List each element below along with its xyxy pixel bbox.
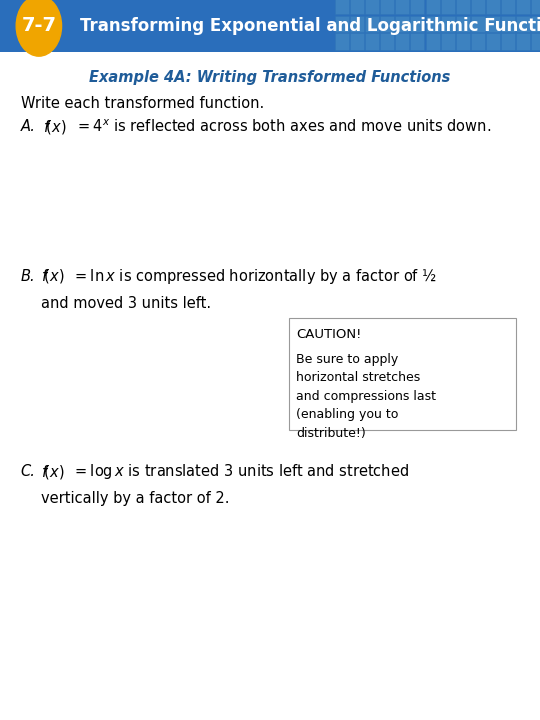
Bar — [380, 0, 394, 14]
Text: Write each transformed function.: Write each transformed function. — [21, 96, 264, 111]
Text: vertically by a factor of 2.: vertically by a factor of 2. — [41, 492, 229, 506]
Bar — [441, 33, 455, 50]
Text: $f\!\left(x\right)$: $f\!\left(x\right)$ — [41, 463, 65, 481]
Bar — [516, 0, 530, 14]
Bar — [365, 0, 379, 14]
Bar — [350, 16, 364, 32]
Text: $= \log x$ is translated 3 units left and stretched: $= \log x$ is translated 3 units left an… — [72, 462, 409, 481]
Bar — [486, 33, 500, 50]
Text: 7-7: 7-7 — [22, 17, 56, 35]
Bar — [516, 33, 530, 50]
Bar — [335, 33, 349, 50]
Text: Example 4A: Writing Transformed Functions: Example 4A: Writing Transformed Function… — [89, 70, 451, 84]
Bar — [441, 16, 455, 32]
Bar — [456, 16, 470, 32]
Text: C.: C. — [21, 464, 36, 479]
Circle shape — [16, 0, 62, 56]
Bar — [365, 33, 379, 50]
Bar — [486, 16, 500, 32]
Bar — [289, 318, 516, 430]
Text: Transforming Exponential and Logarithmic Functions: Transforming Exponential and Logarithmic… — [80, 17, 540, 35]
Text: $f\!\left(x\right)$: $f\!\left(x\right)$ — [41, 268, 65, 285]
Bar — [516, 16, 530, 32]
Bar — [410, 16, 424, 32]
Bar — [441, 0, 455, 14]
Bar — [531, 33, 540, 50]
Bar — [410, 0, 424, 14]
Text: B.: B. — [21, 269, 35, 284]
Bar — [335, 0, 349, 14]
Bar — [350, 0, 364, 14]
Bar — [456, 33, 470, 50]
Bar — [501, 0, 515, 14]
Text: A.: A. — [21, 120, 36, 134]
Bar — [426, 0, 440, 14]
Bar — [531, 0, 540, 14]
Bar — [486, 0, 500, 14]
Bar — [471, 0, 485, 14]
Bar — [531, 16, 540, 32]
Text: CAUTION!: CAUTION! — [296, 328, 362, 341]
Bar — [426, 16, 440, 32]
Bar — [380, 33, 394, 50]
Bar — [471, 16, 485, 32]
Bar — [395, 33, 409, 50]
Bar — [350, 33, 364, 50]
Bar — [0, 0, 540, 52]
Bar — [426, 33, 440, 50]
Bar — [456, 0, 470, 14]
Bar — [501, 33, 515, 50]
Bar — [335, 16, 349, 32]
Text: and moved 3 units left.: and moved 3 units left. — [41, 297, 211, 311]
Bar — [365, 16, 379, 32]
Bar — [395, 16, 409, 32]
Text: $= 4^x$ is reflected across both axes and move units down.: $= 4^x$ is reflected across both axes an… — [75, 118, 491, 135]
Bar — [471, 33, 485, 50]
Text: $f\!\left(x\right)$: $f\!\left(x\right)$ — [43, 117, 67, 135]
Text: $= \ln x$ is compressed horizontally by a factor of ½: $= \ln x$ is compressed horizontally by … — [72, 267, 437, 286]
Text: Be sure to apply
horizontal stretches
and compressions last
(enabling you to
dis: Be sure to apply horizontal stretches an… — [296, 353, 436, 440]
Bar — [501, 16, 515, 32]
Bar — [380, 16, 394, 32]
Bar — [410, 33, 424, 50]
Bar — [395, 0, 409, 14]
